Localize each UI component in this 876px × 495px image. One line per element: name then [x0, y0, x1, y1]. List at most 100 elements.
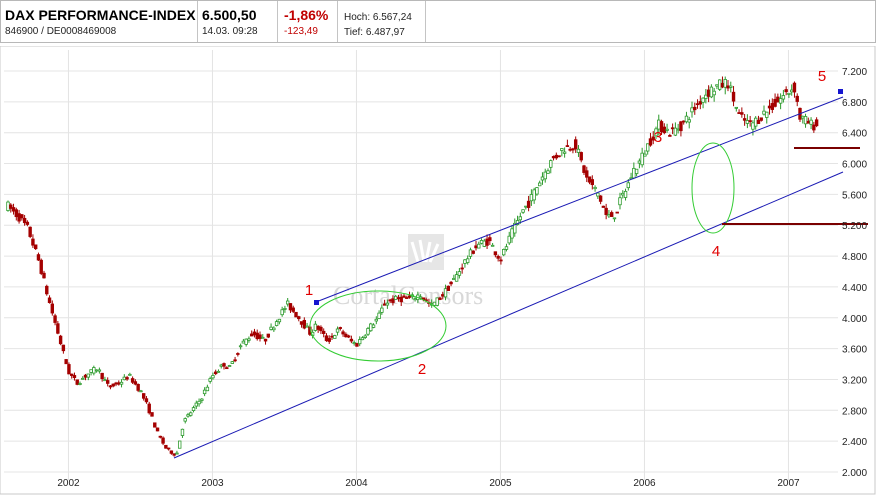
candle-body	[280, 309, 284, 316]
candle-body	[366, 328, 370, 335]
candle-body	[125, 377, 129, 380]
candle-body	[177, 440, 182, 449]
candle-body	[141, 393, 146, 399]
candle-body	[197, 400, 201, 405]
candle-body	[806, 120, 811, 124]
candle-body	[233, 359, 237, 362]
candle-body	[33, 244, 38, 250]
candle-body	[67, 364, 71, 375]
candle-body	[194, 402, 199, 407]
channel-upper-line	[315, 96, 844, 303]
candle-body	[299, 321, 304, 325]
candle-body	[568, 148, 572, 151]
candle-body	[6, 201, 10, 211]
candle-body	[596, 192, 600, 197]
candle-body	[58, 335, 63, 345]
candle-body	[252, 331, 257, 336]
candle-body	[335, 328, 340, 333]
candle-body	[200, 398, 204, 401]
candle-body	[155, 427, 160, 432]
candle-body	[687, 119, 691, 123]
watermark-logo-glyph	[410, 239, 440, 263]
candle-body	[305, 325, 309, 328]
candle-body	[69, 373, 74, 376]
candle-body	[789, 89, 794, 93]
candle-body	[753, 117, 758, 127]
candle-body	[111, 383, 115, 387]
support-lines	[722, 147, 868, 225]
candle-body	[618, 197, 622, 206]
candle-body	[357, 339, 362, 345]
candle-body	[31, 238, 35, 246]
candle-body	[385, 302, 390, 306]
candle-body	[360, 337, 365, 341]
candle-body	[693, 106, 697, 111]
candle-body	[258, 334, 262, 339]
candle-body	[263, 338, 268, 342]
candle-body	[745, 120, 750, 124]
candle-body	[767, 105, 772, 109]
y-tick-label: 6.400	[842, 129, 867, 140]
candle-body	[582, 165, 586, 173]
candle-body	[432, 301, 437, 306]
candle-body	[734, 106, 739, 109]
candle-body	[648, 138, 653, 146]
y-tick-label: 5.200	[842, 221, 867, 232]
candle-body	[546, 170, 550, 174]
candle-body	[759, 117, 763, 121]
x-tick-label: 2007	[777, 478, 800, 489]
candle-body	[83, 374, 88, 378]
candle-body	[22, 217, 27, 224]
candle-body	[11, 207, 16, 212]
candle-body	[629, 177, 633, 180]
candle-body	[136, 383, 140, 391]
candle-body	[742, 118, 747, 121]
candle-body	[316, 325, 320, 330]
x-tick-label: 2004	[345, 478, 368, 489]
candle-body	[695, 103, 700, 106]
candle-body	[175, 452, 179, 455]
candle-body	[521, 209, 525, 213]
candle-body	[579, 152, 583, 161]
candle-body	[75, 379, 79, 385]
candle-body	[47, 297, 52, 304]
change-cell: -1,86% -123,49	[278, 1, 338, 42]
candle-body	[501, 249, 506, 256]
candle-body	[50, 303, 55, 314]
candle-body	[266, 333, 271, 338]
candle-body	[56, 323, 60, 334]
candle-body	[399, 296, 403, 303]
candle-body	[668, 135, 672, 137]
trend-channel	[173, 96, 844, 459]
candle-body	[139, 390, 143, 393]
candle-body	[369, 323, 373, 332]
y-tick-label: 4.400	[842, 283, 867, 294]
candle-body	[748, 120, 752, 123]
candle-body	[676, 128, 680, 131]
candle-body	[327, 338, 331, 342]
candle-body	[443, 288, 448, 298]
y-tick-label: 5.600	[842, 190, 867, 201]
candle-body	[418, 296, 423, 299]
candle-body	[377, 312, 381, 319]
candle-body	[496, 255, 500, 259]
candle-body	[543, 171, 547, 180]
candle-body	[557, 155, 561, 158]
candle-body	[355, 343, 359, 347]
candle-body	[128, 373, 132, 376]
candle-body	[241, 340, 246, 344]
candle-body	[227, 365, 232, 367]
candle-body	[391, 298, 395, 303]
candle-body	[122, 376, 127, 381]
y-tick-label: 7.200	[842, 67, 867, 78]
candle-body	[236, 353, 240, 355]
candle-body	[396, 297, 401, 300]
candle-body	[590, 179, 595, 186]
candle-body	[313, 323, 318, 331]
candle-body	[504, 246, 509, 250]
candle-body	[277, 318, 282, 323]
candle-body	[560, 148, 564, 151]
candle-body	[202, 389, 207, 395]
change-percent: -1,86%	[284, 7, 329, 23]
candle-body	[482, 240, 487, 247]
